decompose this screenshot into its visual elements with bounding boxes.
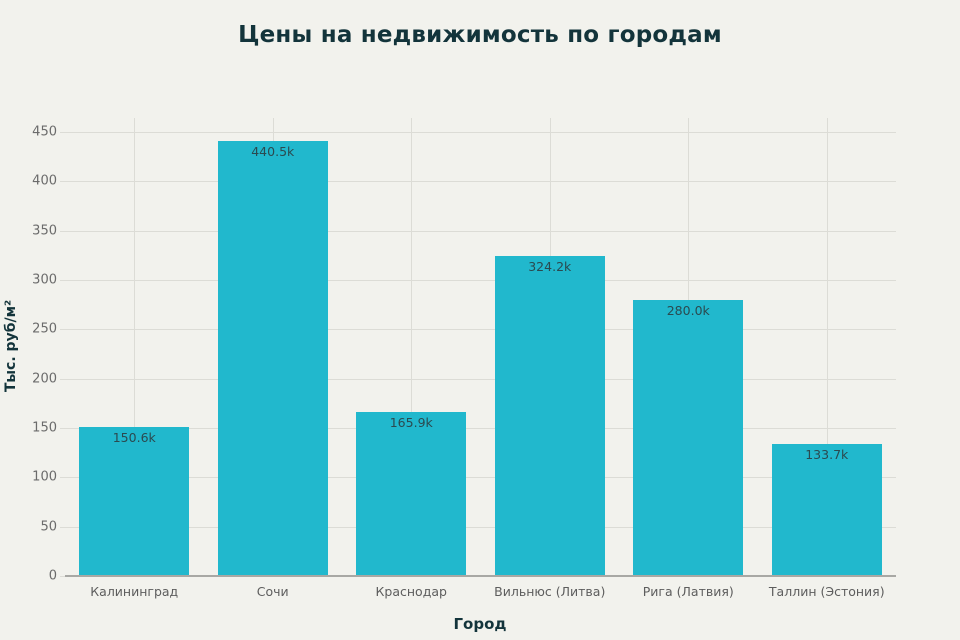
y-tick-label: 200 xyxy=(32,371,57,387)
y-tick-label: 100 xyxy=(32,469,57,485)
y-tick-label: 50 xyxy=(40,519,57,535)
gridline-vertical xyxy=(134,118,136,576)
chart-title: Цены на недвижимость по городам xyxy=(238,22,722,48)
y-tick-label: 350 xyxy=(32,223,57,239)
bar-value-label: 150.6k xyxy=(112,430,156,446)
y-tick-mark xyxy=(60,230,65,232)
y-tick-mark xyxy=(60,181,65,183)
y-tick-mark xyxy=(60,428,65,429)
bar-value-label: 133.7k xyxy=(805,447,849,463)
y-tick-label: 0 xyxy=(48,568,57,584)
x-tick-label: Сочи xyxy=(256,584,289,599)
bar[interactable]: 440.5k xyxy=(217,141,328,576)
bar[interactable]: 133.7k xyxy=(771,444,882,576)
y-tick-mark xyxy=(60,280,65,281)
gridline-horizontal xyxy=(65,428,896,429)
x-tick-label: Таллин (Эстония) xyxy=(768,584,885,599)
plot-area: 150.6k 440.5k 165.9k 324.2k 280.0k 133.7k xyxy=(65,118,896,576)
y-tick-label: 300 xyxy=(32,272,57,288)
bar[interactable]: 165.9k xyxy=(356,412,467,576)
gridline-horizontal xyxy=(65,181,896,183)
bar[interactable]: 150.6k xyxy=(79,427,190,576)
y-tick-label: 450 xyxy=(32,124,57,140)
x-tick-label: Краснодар xyxy=(375,584,447,599)
gridline-horizontal xyxy=(65,378,896,380)
gridline-horizontal xyxy=(65,280,896,281)
y-tick-mark xyxy=(60,378,65,380)
gridline-horizontal xyxy=(65,526,896,528)
y-tick-mark xyxy=(60,576,65,577)
gridline-horizontal xyxy=(65,329,896,331)
bar-value-label: 280.0k xyxy=(666,302,710,318)
gridline-horizontal xyxy=(65,477,896,479)
x-axis-line xyxy=(65,575,896,577)
gridline-vertical xyxy=(411,118,413,576)
y-tick-mark xyxy=(60,329,65,331)
y-tick-label: 150 xyxy=(32,420,57,436)
x-axis-title: Город xyxy=(453,615,507,633)
y-tick-label: 250 xyxy=(32,321,57,337)
y-tick-mark xyxy=(60,526,65,528)
x-tick-label: Калининград xyxy=(90,584,179,599)
bar-value-label: 165.9k xyxy=(389,415,433,431)
y-tick-mark xyxy=(60,477,65,479)
bar-value-label: 324.2k xyxy=(528,259,572,275)
y-tick-mark xyxy=(60,132,65,133)
gridline-horizontal xyxy=(65,132,896,133)
gridline-vertical xyxy=(826,118,828,576)
bar[interactable]: 280.0k xyxy=(633,299,744,576)
y-tick-label: 400 xyxy=(32,173,57,189)
gridline-horizontal xyxy=(65,230,896,232)
bar-value-label: 440.5k xyxy=(251,144,295,160)
x-tick-label: Рига (Латвия) xyxy=(642,584,734,599)
bar[interactable]: 324.2k xyxy=(494,256,605,576)
x-tick-label: Вильнюс (Литва) xyxy=(494,584,606,599)
